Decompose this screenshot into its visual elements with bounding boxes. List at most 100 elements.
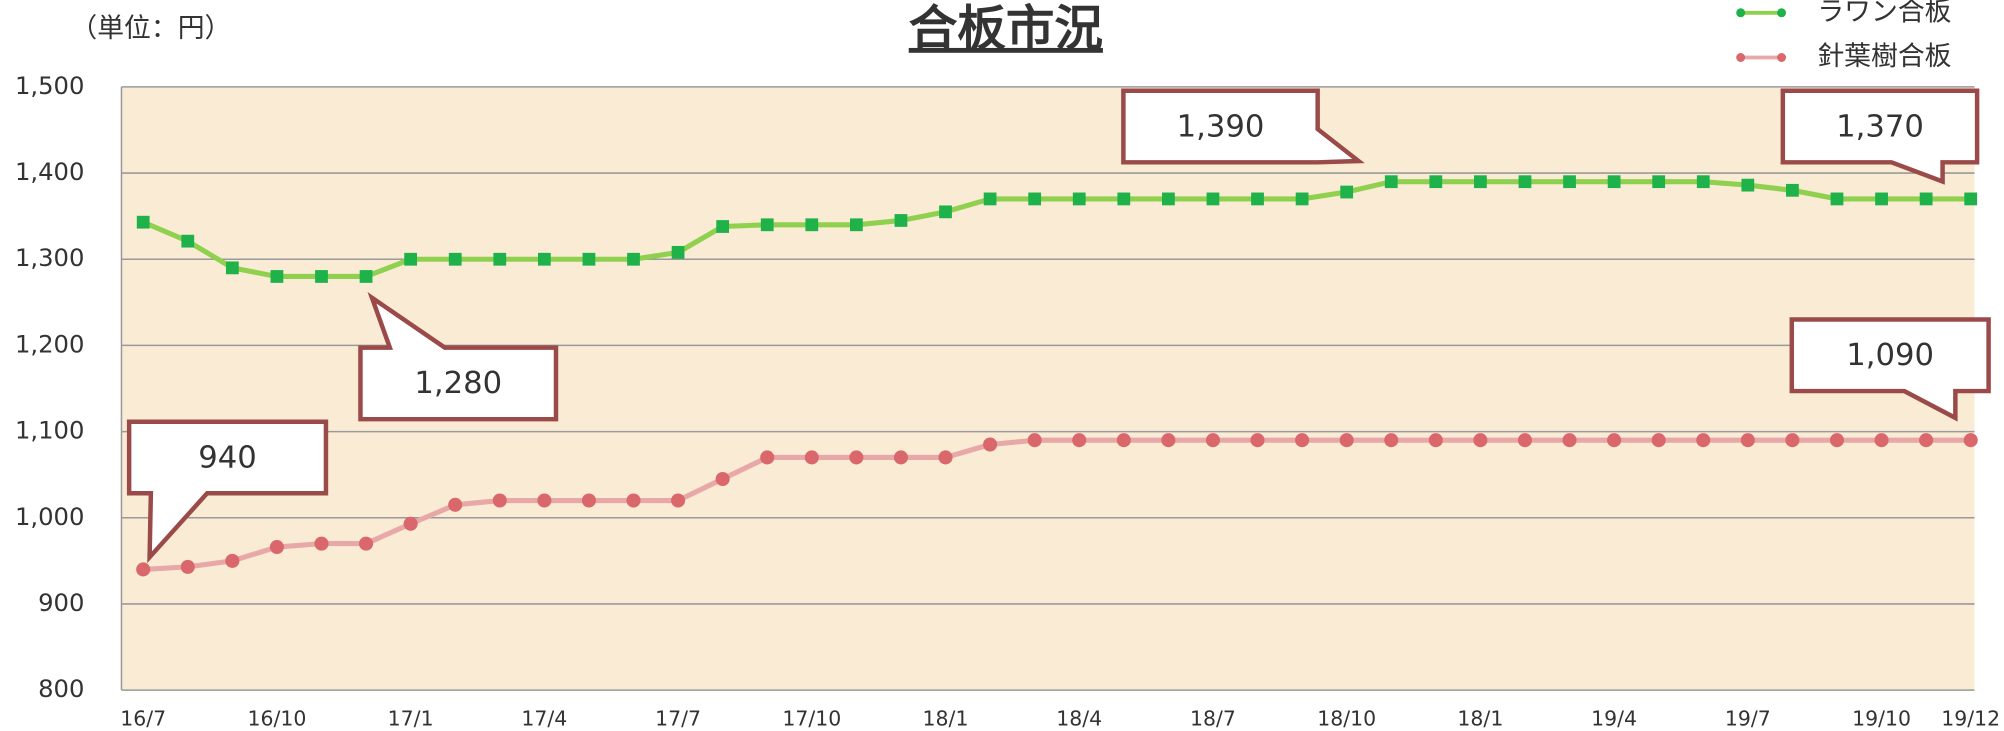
legend-marker (1736, 53, 1746, 62)
marker (1251, 192, 1264, 206)
y-tick-label: 1,000 (15, 502, 84, 531)
marker (180, 559, 195, 574)
callout-label: 1,390 (1177, 109, 1265, 144)
marker (894, 214, 908, 227)
x-tick-label: 17/4 (521, 706, 567, 730)
marker (1072, 433, 1087, 448)
x-tick-label: 19/4 (1591, 706, 1637, 730)
x-tick-label: 19/7 (1725, 706, 1771, 730)
x-tick-label: 16/7 (120, 706, 166, 730)
callout-label: 1,280 (414, 366, 502, 401)
x-tick-label: 17/7 (655, 706, 701, 730)
marker (760, 218, 774, 232)
x-tick-label: 18/1 (1457, 706, 1503, 730)
marker (1028, 192, 1042, 206)
marker (983, 437, 998, 452)
marker (1874, 433, 1889, 448)
legend-marker (1736, 8, 1746, 18)
marker (270, 270, 284, 283)
legend-label: 針葉樹合板 (1817, 41, 1951, 72)
marker (1295, 192, 1309, 206)
marker (1829, 433, 1845, 448)
marker (626, 493, 641, 508)
marker (1607, 175, 1621, 189)
marker (1072, 192, 1086, 206)
marker (314, 536, 329, 551)
marker (627, 252, 640, 266)
marker (1116, 433, 1131, 448)
marker (181, 234, 195, 248)
marker (760, 450, 775, 465)
marker (938, 450, 953, 465)
marker (1919, 192, 1933, 206)
x-tick-label: 18/1 (923, 706, 969, 730)
marker (1474, 175, 1487, 189)
marker (1741, 178, 1755, 192)
marker (448, 252, 462, 266)
marker (359, 536, 374, 551)
marker (1473, 433, 1488, 448)
marker (1339, 433, 1354, 448)
marker (136, 562, 151, 577)
marker (1919, 433, 1934, 448)
marker (136, 215, 150, 229)
marker (1429, 175, 1443, 189)
marker (1205, 433, 1220, 448)
marker (1786, 183, 1799, 197)
marker (448, 497, 463, 512)
marker (671, 493, 686, 508)
marker (1250, 433, 1265, 448)
marker (315, 270, 328, 283)
marker (1384, 175, 1398, 189)
marker (493, 252, 507, 266)
series-line (143, 437, 1971, 573)
marker (715, 471, 730, 487)
marker (225, 261, 239, 275)
marker (269, 540, 284, 555)
x-tick-label: 18/10 (1317, 706, 1376, 730)
marker (537, 493, 552, 508)
x-tick-label: 16/10 (247, 706, 306, 730)
marker (1428, 433, 1443, 448)
marker (359, 270, 373, 283)
marker (225, 553, 240, 568)
series-line (142, 179, 1971, 280)
marker (1875, 192, 1888, 206)
legend-label: ラワン合板 (1817, 0, 1951, 27)
legend-marker (1777, 8, 1787, 18)
marker (1651, 433, 1666, 448)
x-tick-label: 18/7 (1190, 706, 1236, 730)
marker (1295, 433, 1310, 448)
marker (1518, 175, 1532, 189)
y-tick-label: 800 (38, 674, 84, 703)
marker (1652, 175, 1666, 189)
marker (849, 218, 863, 232)
x-tick-label: 17/1 (388, 706, 434, 730)
marker (492, 493, 507, 508)
callout-label: 940 (198, 440, 257, 475)
marker (1206, 192, 1220, 206)
marker (1740, 433, 1755, 448)
marker (1117, 192, 1131, 206)
marker (582, 252, 596, 266)
y-tick-label: 900 (38, 588, 84, 617)
x-tick-label: 17/10 (782, 706, 841, 730)
y-tick-label: 1,100 (15, 416, 84, 445)
marker (1340, 185, 1354, 199)
marker (1696, 433, 1711, 448)
marker (716, 220, 730, 233)
callout-label: 1,370 (1836, 109, 1924, 144)
marker (1964, 192, 1978, 206)
callout-box (1789, 317, 1991, 422)
marker (1161, 192, 1175, 206)
marker (805, 218, 819, 232)
marker (1517, 433, 1532, 448)
marker (804, 450, 819, 465)
marker (404, 252, 418, 266)
y-tick-label: 1,500 (15, 71, 84, 100)
marker (1785, 433, 1800, 448)
callout-box (358, 292, 559, 422)
marker (849, 450, 864, 465)
callout-box (126, 419, 329, 564)
